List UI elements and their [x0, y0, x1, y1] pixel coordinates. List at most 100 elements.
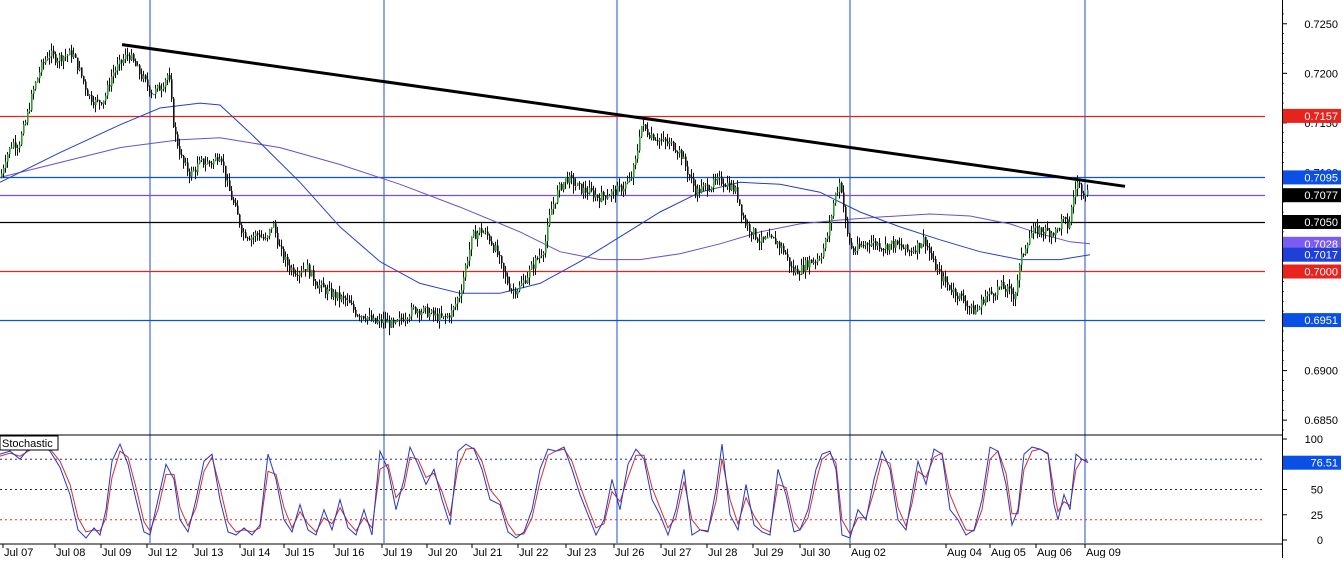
candle-body [255, 233, 257, 237]
price-tag-0.7000-text: 0.7000 [1304, 267, 1338, 279]
candle [575, 178, 577, 191]
candle [909, 249, 911, 257]
candle-body [1019, 264, 1021, 281]
x-tick-label: Jul 23 [567, 547, 596, 558]
candle [317, 281, 319, 289]
candle-body [475, 231, 477, 239]
candle [583, 181, 585, 199]
candle [75, 53, 77, 58]
candle-body [1077, 182, 1079, 189]
x-tick-label: Jul 22 [519, 547, 548, 558]
price-tag-0.7050-text: 0.7050 [1304, 217, 1338, 229]
candle-body [83, 76, 85, 82]
candle-body [1035, 226, 1037, 228]
candle-body [59, 55, 61, 61]
candle [327, 284, 329, 301]
candle [61, 52, 63, 67]
candle [167, 73, 169, 85]
price-tag-0.7157-bg [1283, 108, 1341, 123]
stoch-tick-label-25: 25 [1311, 510, 1323, 522]
candle [795, 265, 797, 276]
candle [839, 178, 841, 199]
candle-body [253, 236, 255, 238]
candle-body [855, 250, 857, 253]
candle [407, 317, 409, 324]
candle-body [511, 289, 513, 291]
candle-body [985, 296, 987, 304]
candle [763, 236, 765, 243]
candle [745, 214, 747, 229]
candle [827, 232, 829, 242]
candle-body [335, 291, 337, 299]
candle [401, 313, 403, 325]
candle-body [499, 255, 501, 257]
candle [705, 183, 707, 191]
candle [443, 316, 445, 320]
candle [37, 77, 39, 83]
candle [833, 200, 835, 219]
candle-body [1071, 206, 1073, 222]
candle-body [161, 89, 163, 91]
candle-body [247, 237, 249, 239]
candle [931, 246, 933, 260]
x-tick-label: Jul 08 [56, 547, 85, 558]
candle [815, 259, 817, 270]
candle-body [129, 55, 131, 60]
candle-body [77, 57, 79, 71]
candle-body [527, 277, 529, 283]
candle-body [729, 182, 731, 190]
candle [107, 80, 109, 99]
candle [457, 296, 459, 311]
candle [973, 300, 975, 315]
candle [219, 153, 221, 163]
candle-body [609, 195, 611, 197]
candle [115, 66, 117, 79]
candle [121, 59, 123, 71]
candle [229, 173, 231, 192]
candle [41, 59, 43, 76]
candle-body [599, 197, 601, 202]
candle [787, 248, 789, 261]
candle-body [1001, 282, 1003, 287]
x-tick-label: Jul 13 [194, 547, 223, 558]
y-tick-label-0.6900: 0.6900 [1304, 366, 1338, 378]
candle [899, 237, 901, 250]
price-tag-0.7017: 0.7017 [1283, 247, 1341, 262]
candle [609, 193, 611, 197]
candle-body [681, 150, 683, 159]
candle [311, 269, 313, 277]
candle-body [877, 243, 879, 246]
candle [797, 265, 799, 275]
candle [673, 140, 675, 152]
candle [291, 264, 293, 276]
candle-body [457, 298, 459, 304]
candle [157, 84, 159, 92]
candle [87, 88, 89, 96]
candle-body [19, 144, 21, 149]
candle [265, 232, 267, 241]
candle-body [209, 161, 211, 163]
candle [339, 285, 341, 308]
candle-body [539, 255, 541, 259]
candle-body [425, 306, 427, 308]
candle [1067, 213, 1069, 234]
candle-body [777, 242, 779, 245]
candle-body [15, 142, 17, 149]
candle [981, 294, 983, 315]
candle-body [87, 89, 89, 96]
candle-body [125, 54, 127, 60]
candle [805, 257, 807, 279]
candle [101, 102, 103, 106]
candle [127, 47, 129, 61]
candle [27, 108, 29, 126]
candle [493, 243, 495, 253]
candle [791, 261, 793, 273]
ma-fast-line [0, 102, 1091, 294]
candle [193, 166, 195, 172]
candle-body [567, 177, 569, 183]
candle [607, 189, 609, 200]
candle [1069, 216, 1071, 230]
candle [43, 58, 45, 70]
candle [455, 297, 457, 311]
candle [529, 265, 531, 285]
